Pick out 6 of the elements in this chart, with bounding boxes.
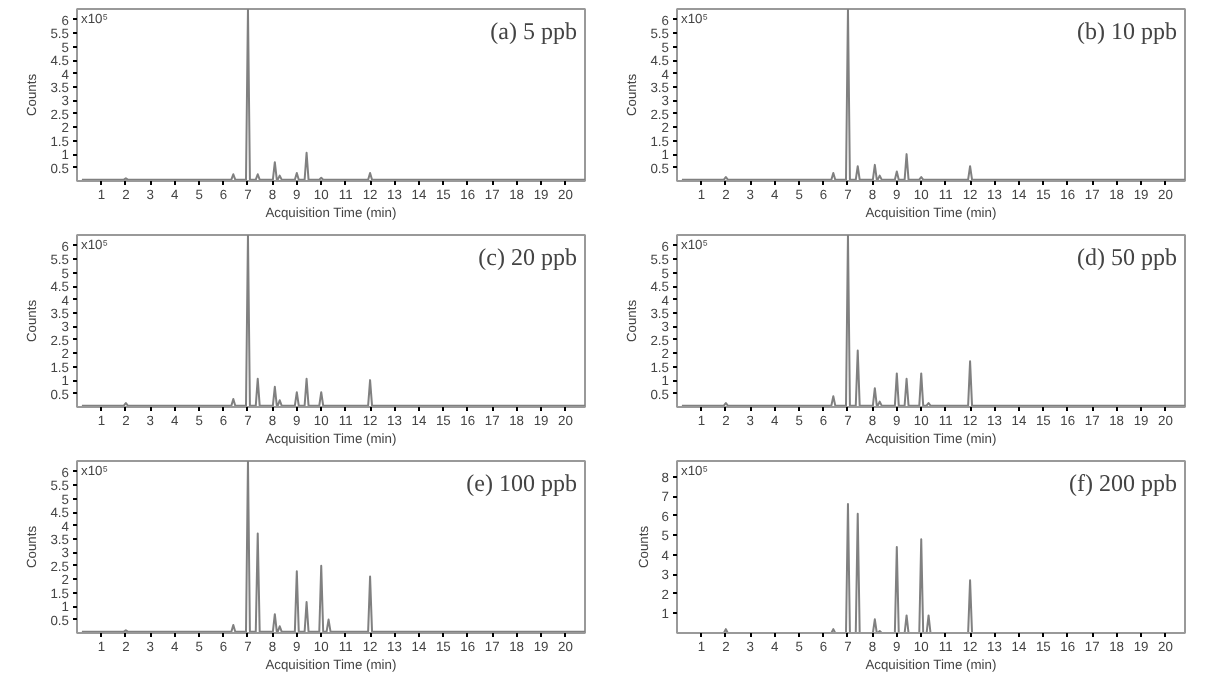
chart-title: (f) 200 ppb [1069, 469, 1178, 497]
chart-title: (a) 5 ppb [490, 17, 578, 45]
chart-title: (e) 100 ppb [466, 469, 578, 497]
chart-title: (c) 20 ppb [478, 243, 578, 271]
chart-title: (b) 10 ppb [1077, 17, 1178, 45]
chart-title: (d) 50 ppb [1077, 243, 1178, 271]
